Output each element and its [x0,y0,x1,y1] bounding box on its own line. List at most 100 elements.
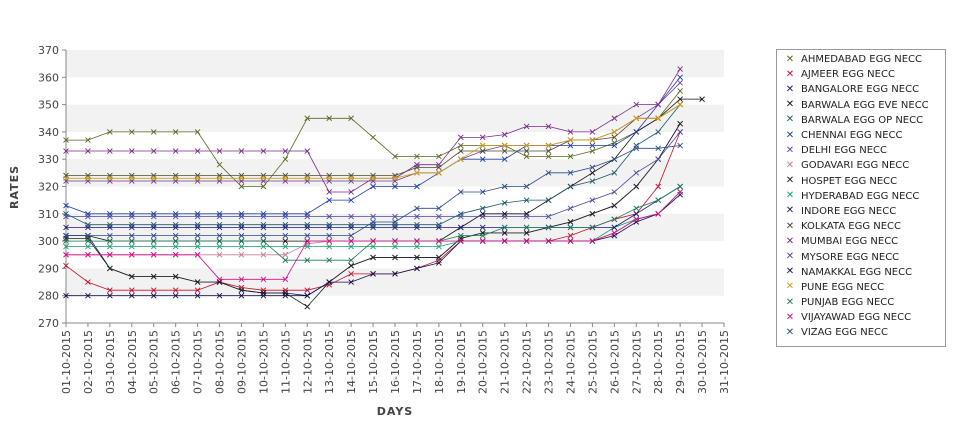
legend-item: ✕ HOSPET EGG NECC [783,174,945,189]
x-tick-label: 28-10-2015 [652,330,665,394]
data-point [633,101,640,108]
data-point [479,134,486,141]
x-tick-label: 12-10-2015 [301,330,314,394]
data-point [501,224,508,231]
data-point [457,238,464,244]
data-point [436,243,442,250]
legend-item: ✕ BARWALA EGG OP NECC [783,113,945,128]
data-point [633,183,640,190]
legend-item: ✕ KOLKATA EGG NECC [783,219,945,234]
data-point [589,129,596,135]
series-16 [63,101,683,182]
data-point [282,232,289,239]
data-point [238,243,245,250]
data-point [677,129,683,135]
legend-marker-icon: ✕ [785,68,795,80]
data-point [457,156,464,163]
data-point [501,156,508,163]
data-point [172,292,179,299]
data-point [436,213,442,220]
data-point [63,243,69,250]
data-point [216,243,223,250]
data-point [655,197,662,203]
data-point [63,202,69,209]
data-point [194,232,201,239]
data-point [414,183,420,190]
data-point [567,129,574,135]
data-point [128,213,135,220]
data-point [128,243,135,250]
data-point [655,129,662,135]
x-tick-label: 11-10-2015 [279,330,292,394]
x-tick-label: 06-10-2015 [170,330,183,394]
x-tick-label: 29-10-2015 [674,330,687,394]
legend-label: HOSPET EGG NECC [801,175,898,187]
y-tick-label: 270 [38,317,59,330]
x-tick-label: 27-10-2015 [630,330,643,394]
data-point [304,232,311,239]
data-point [611,189,618,195]
data-point [194,243,201,250]
data-point [260,175,267,182]
data-point [348,243,354,250]
data-point [172,273,179,280]
data-point [194,175,201,182]
legend-marker-icon: ✕ [785,190,795,202]
data-point [677,96,683,102]
data-point [392,224,398,231]
x-tick-label: 25-10-2015 [586,330,599,394]
data-point [128,251,135,258]
data-point [545,197,552,203]
legend-marker-icon: ✕ [785,83,795,95]
data-point [501,213,508,220]
data-point [348,197,354,203]
data-point [128,273,135,280]
data-point [107,175,113,182]
y-tick-label: 300 [38,235,59,248]
data-point [216,224,223,231]
data-point [501,142,508,149]
legend-item: ✕ VIZAG EGG NECC [783,325,945,340]
data-point [501,200,508,206]
data-point [326,197,333,203]
legend-label: KOLKATA EGG NECC [801,221,902,233]
data-point [128,287,135,294]
data-point [172,287,179,294]
data-point [216,276,223,283]
data-point [545,238,552,244]
legend-item: ✕ DELHI EGG NECC [783,143,945,158]
data-point [63,175,69,182]
data-point [260,251,267,258]
data-point [348,213,354,220]
data-point [436,153,442,160]
data-point [107,243,113,250]
data-point [501,148,508,154]
data-point [326,279,333,285]
x-axis-title: DAYS [377,405,413,418]
data-point [655,145,662,152]
legend-marker-icon: ✕ [785,235,795,247]
data-point [677,189,683,195]
data-point [304,292,311,299]
data-point [436,254,442,261]
data-point [128,175,135,182]
data-point [523,183,530,190]
x-tick-label: 05-10-2015 [148,330,161,394]
y-tick-label: 320 [38,181,59,194]
data-point [85,175,91,182]
data-point [414,265,420,272]
data-point [392,243,398,250]
data-point [370,271,376,277]
data-point [523,153,530,160]
data-point [172,148,179,154]
data-point [611,202,618,209]
data-point [567,142,574,149]
data-point [677,142,683,149]
data-point [238,175,245,182]
data-point [479,224,486,231]
data-point [611,216,618,223]
data-point [282,257,289,264]
data-point [150,148,157,154]
legend-label: GODAVARI EGG NECC [801,160,910,172]
x-tick-label: 17-10-2015 [411,330,424,394]
